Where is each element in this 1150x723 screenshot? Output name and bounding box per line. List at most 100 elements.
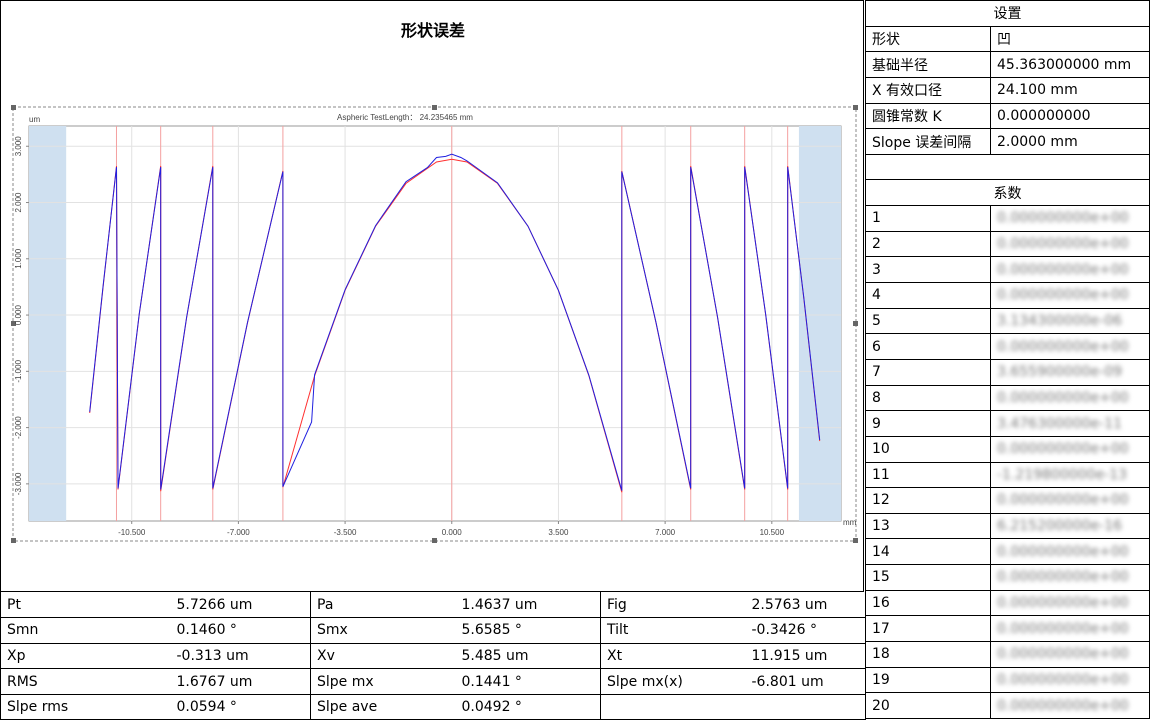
stat-value: 0.1460 ° [170, 617, 311, 644]
stat-value: -0.3426 ° [745, 617, 866, 644]
table-row: 6 0.000000000e+00 [865, 333, 1150, 360]
coefficient-value: 0.000000000e+00 [990, 666, 1150, 694]
stat-value: 5.6585 ° [455, 617, 601, 644]
table-row: 9 3.476300000e-11 [865, 410, 1150, 437]
table-row: 1 0.000000000e+00 [865, 205, 1150, 232]
table-row: 11 -1.219800000e-13 [865, 461, 1150, 489]
table-row: Pt 5.7266 um Pa 1.4637 um Fig 2.5763 um [0, 592, 866, 619]
setting-value: 2.0000 mm [990, 128, 1150, 155]
stat-value: 0.0492 ° [455, 694, 601, 721]
chart-panel: 3.000 2.000 1.000 0.000 -1.000 -2.000 -3.000 -1… [0, 0, 864, 592]
stat-value: 11.915 um [745, 643, 866, 670]
setting-value: 45.363000000 mm [990, 51, 1150, 78]
setting-value: 24.100 mm [990, 76, 1150, 104]
coefficient-index: 14 [865, 538, 991, 566]
coefficient-index: 9 [865, 410, 991, 437]
coefficient-index: 6 [865, 333, 991, 360]
setting-name: Slope 误差间隔 [865, 128, 991, 155]
profile-line [89, 158, 821, 493]
table-row: X 有效口径 24.100 mm [865, 76, 1150, 104]
coefficient-value: 0.000000000e+00 [990, 282, 1150, 309]
x-tick-label: -3.500 [334, 528, 357, 537]
x-tick-label: 3.500 [548, 528, 569, 537]
coefficient-value: 0.000000000e+00 [990, 230, 1150, 258]
table-row: 3 0.000000000e+00 [865, 256, 1150, 284]
table-row: 7 3.655900000e-09 [865, 358, 1150, 386]
coefficient-index: 15 [865, 564, 991, 591]
chart-title: Aspheric TestLength： 24.235465 mm [337, 113, 473, 122]
coefficient-value: 0.000000000e+00 [990, 256, 1150, 284]
coefficient-index: 12 [865, 487, 991, 514]
y-tick-label: 3.000 [14, 136, 23, 157]
stat-label: Slpe ave [310, 694, 456, 721]
stat-label: RMS [0, 668, 171, 695]
table-row: 8 0.000000000e+00 [865, 384, 1150, 412]
coefficient-value: 0.000000000e+00 [990, 487, 1150, 514]
coefficient-index: 19 [865, 666, 991, 694]
stat-value: 5.7266 um [170, 592, 311, 619]
stat-label: Xp [0, 643, 171, 670]
stats-table: Pt 5.7266 um Pa 1.4637 um Fig 2.5763 um Smn 0.1… [0, 592, 866, 721]
stat-value: 5.485 um [455, 643, 601, 670]
section-header: 系数 [865, 179, 1150, 207]
y-tick-label: 0.000 [14, 305, 23, 326]
settings-table: 设置 形状凹基础半径 45.363000000 mm X 有效口径 24.100 mm 圆… [865, 0, 1150, 719]
stat-value: 1.4637 um [455, 592, 601, 619]
coefficient-value: 0.000000000e+00 [990, 538, 1150, 566]
table-row: 形状凹 [865, 25, 1150, 53]
table-row: 15 0.000000000e+00 [865, 564, 1150, 591]
document-title: 形状误差 [400, 21, 465, 40]
y-tick-label: -1.000 [14, 359, 23, 382]
table-row: 设置 [865, 0, 1150, 27]
table-row: 10 0.000000000e+00 [865, 435, 1150, 463]
table-row: 16 0.000000000e+00 [865, 589, 1150, 617]
stat-label: Pt [0, 592, 171, 619]
stat-value: -6.801 um [745, 668, 866, 695]
coefficient-value: 0.000000000e+00 [990, 692, 1150, 719]
stat-label: Fig [600, 592, 746, 619]
stat-label: Smn [0, 617, 171, 644]
setting-value: 0.000000000 [990, 102, 1150, 130]
table-row: Slpe rms 0.0594 ° Slpe ave 0.0492 ° [0, 694, 866, 721]
coefficient-index: 18 [865, 641, 991, 668]
stat-label: Xt [600, 643, 746, 670]
excluded-region [29, 126, 67, 521]
coefficient-index: 4 [865, 282, 991, 309]
x-unit: mm [843, 518, 857, 527]
table-row: 17 0.000000000e+00 [865, 615, 1150, 643]
table-row: 系数 [865, 179, 1150, 207]
table-row: 基础半径 45.363000000 mm [865, 51, 1150, 78]
coefficient-index: 8 [865, 384, 991, 412]
y-tick-label: 1.000 [14, 248, 23, 269]
stat-value [745, 694, 866, 721]
table-row [865, 153, 1150, 181]
table-row: Smn 0.1460 ° Smx 5.6585 ° Tilt -0.3426 ° [0, 617, 866, 644]
x-tick-label: -10.500 [118, 528, 146, 537]
table-row: 4 0.000000000e+00 [865, 282, 1150, 309]
excluded-region [798, 126, 841, 521]
stat-label: Xv [310, 643, 456, 670]
table-row: 12 0.000000000e+00 [865, 487, 1150, 514]
setting-name: 形状 [865, 25, 991, 53]
coefficient-index: 20 [865, 692, 991, 719]
setting-value: 凹 [990, 25, 1150, 53]
coefficient-index: 3 [865, 256, 991, 284]
coefficient-value: 0.000000000e+00 [990, 384, 1150, 412]
table-row: 圆锥常数 K 0.000000000 [865, 102, 1150, 130]
section-header [865, 153, 1150, 181]
setting-name: X 有效口径 [865, 76, 991, 104]
coefficient-index: 13 [865, 512, 991, 540]
coefficient-value: 0.000000000e+00 [990, 615, 1150, 643]
coefficient-value: 3.134300000e-06 [990, 307, 1150, 335]
coefficient-index: 5 [865, 307, 991, 335]
y-tick-label: -3.000 [14, 472, 23, 495]
profile-line [89, 153, 821, 491]
stat-value: 1.6767 um [170, 668, 311, 695]
x-tick-label: 7.000 [655, 528, 676, 537]
coefficient-value: 6.215200000e-16 [990, 512, 1150, 540]
table-row: 19 0.000000000e+00 [865, 666, 1150, 694]
coefficient-value: 0.000000000e+00 [990, 205, 1150, 232]
stat-label: Smx [310, 617, 456, 644]
coefficient-index: 17 [865, 615, 991, 643]
